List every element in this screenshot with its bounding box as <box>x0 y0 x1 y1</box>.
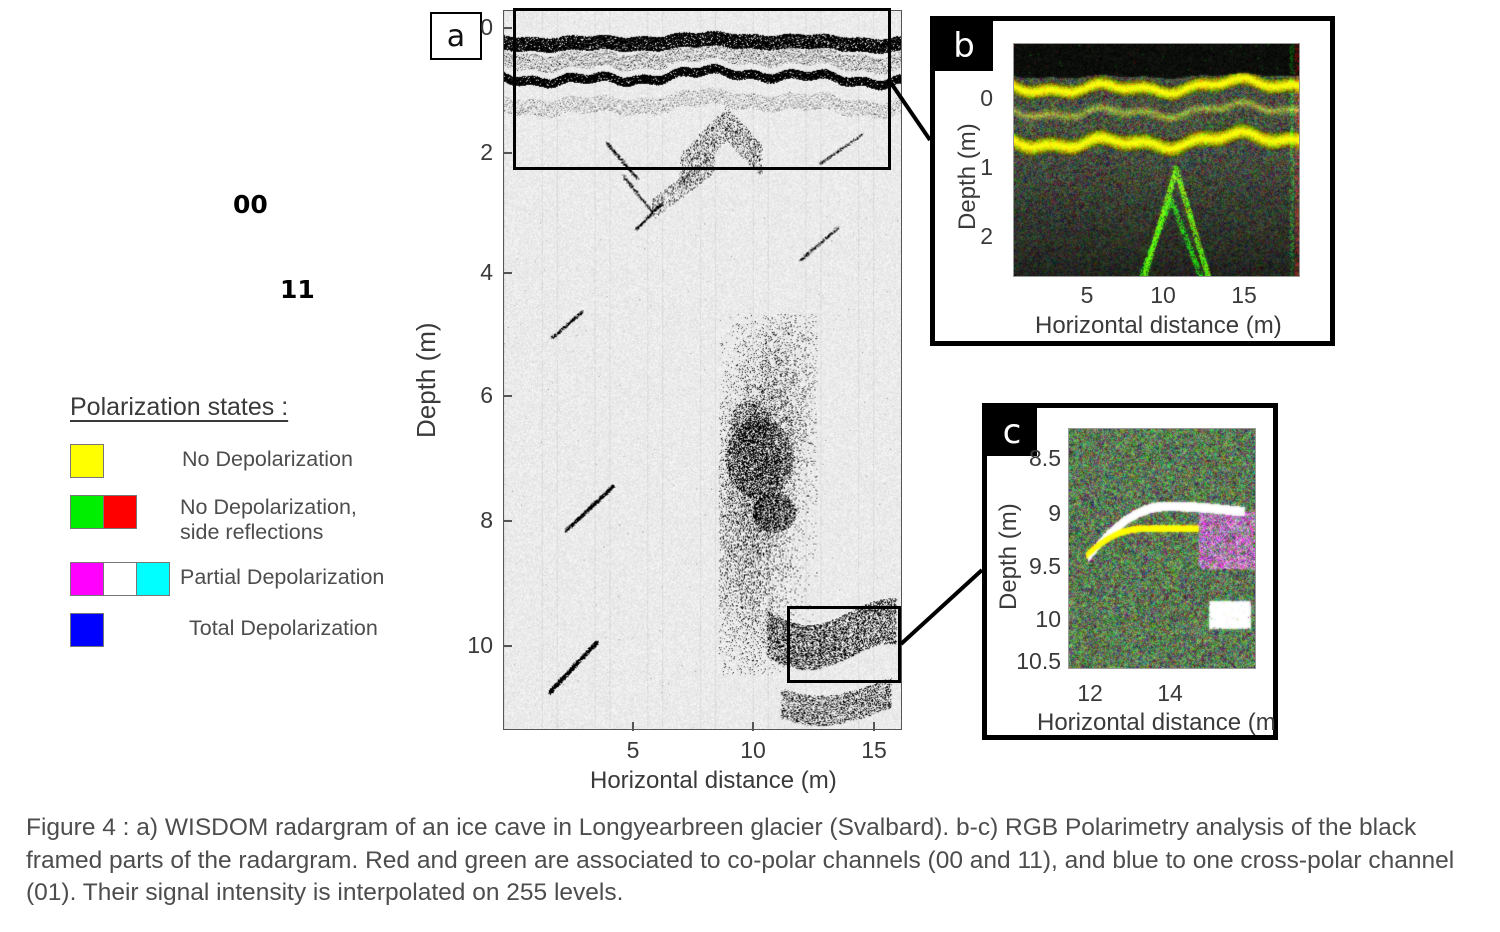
panel-a-label: a <box>430 12 482 60</box>
panel-a-ytick-8: 8 <box>480 507 493 533</box>
inset-box-b <box>513 8 891 170</box>
legend-swatch-blue <box>70 612 104 647</box>
panel-b-xtick-10: 10 <box>1150 282 1176 308</box>
panel-c-xtick-12: 12 <box>1077 680 1103 706</box>
venn-circle-green <box>225 228 343 346</box>
panel-a-ytickmark <box>503 152 512 154</box>
panel-c-ytick-95: 9.5 <box>1029 553 1061 579</box>
connector-line-c <box>899 568 984 646</box>
panel-b-ylabel: Depth (m) <box>954 123 981 230</box>
venn-label-01: 01 <box>177 275 212 304</box>
panel-b-label: b <box>935 21 993 71</box>
panel-c-ytick-85: 8.5 <box>1029 445 1061 471</box>
panel-a-ytickmark <box>503 520 512 522</box>
panel-a-ytickmark <box>503 27 512 29</box>
panel-a-xtickmark <box>752 722 754 731</box>
legend-swatch-yellow <box>70 444 104 478</box>
inset-box-c <box>787 606 901 683</box>
rgb-venn-diagram: 00 01 11 <box>163 168 343 346</box>
venn-label-11: 11 <box>280 275 315 304</box>
panel-a-ylabel: Depth (m) <box>411 322 441 438</box>
panel-a-ytickmark <box>503 645 512 647</box>
legend-label: No Depolarization, side reflections <box>180 495 357 544</box>
panel-b-ytick-1: 1 <box>980 154 993 180</box>
panel-b-ytick-2: 2 <box>980 223 993 249</box>
legend-label: Partial Depolarization <box>180 564 385 589</box>
panel-c-ytick-105: 10.5 <box>1016 648 1061 674</box>
polarization-legend: Polarization states : No Depolarization … <box>70 393 450 664</box>
legend-swatch-green-red <box>70 495 137 529</box>
legend-item-no-depolarization: No Depolarization <box>70 444 450 478</box>
panel-a-ytick-10: 10 <box>467 632 493 658</box>
panel-a-xtickmark <box>632 722 634 731</box>
legend-item-partial-depolarization: Partial Depolarization <box>70 561 450 596</box>
panel-c-ytick-9: 9 <box>1048 500 1061 526</box>
legend-label: Total Depolarization <box>189 615 378 640</box>
legend-item-side-reflections: No Depolarization, side reflections <box>70 495 450 545</box>
panel-a-xtick-10: 10 <box>740 737 766 763</box>
panel-a-xtickmark <box>873 722 875 731</box>
panel-a-ytick-4: 4 <box>480 259 493 285</box>
panel-a-ytick-0: 0 <box>480 14 493 40</box>
panel-a-ytick-6: 6 <box>480 382 493 408</box>
panel-b-ytick-0: 0 <box>980 85 993 111</box>
venn-label-00: 00 <box>233 190 268 219</box>
panel-a-ytick-2: 2 <box>480 139 493 165</box>
legend-item-total-depolarization: Total Depolarization <box>70 612 450 647</box>
panel-c-ytick-10: 10 <box>1035 606 1061 632</box>
panel-c-ylabel: Depth (m) <box>995 503 1022 610</box>
legend-swatch-magenta-white-cyan <box>70 561 170 596</box>
panel-c-label: c <box>987 408 1037 456</box>
panel-b-image <box>1013 43 1300 277</box>
panel-a-xtick-15: 15 <box>861 737 887 763</box>
panel-b-xlabel: Horizontal distance (m) <box>1035 312 1282 339</box>
panel-b-xtick-5: 5 <box>1080 282 1094 308</box>
panel-a-ytickmark <box>503 272 512 274</box>
figure-caption: Figure 4 : a) WISDOM radargram of an ice… <box>26 814 1455 907</box>
panel-a-ytickmark <box>503 395 512 397</box>
panel-c-xlabel: Horizontal distance (m <box>1037 709 1276 736</box>
panel-c-image <box>1068 428 1256 669</box>
legend-title: Polarization states : <box>70 393 289 421</box>
panel-b-xtick-15: 15 <box>1231 282 1257 308</box>
legend-label: No Depolarization <box>182 447 353 471</box>
panel-a-radargram <box>503 10 902 730</box>
panel-a-xlabel: Horizontal distance (m) <box>590 767 837 794</box>
panel-a-xtick-5: 5 <box>626 737 640 763</box>
panel-c-xtick-14: 14 <box>1157 680 1183 706</box>
